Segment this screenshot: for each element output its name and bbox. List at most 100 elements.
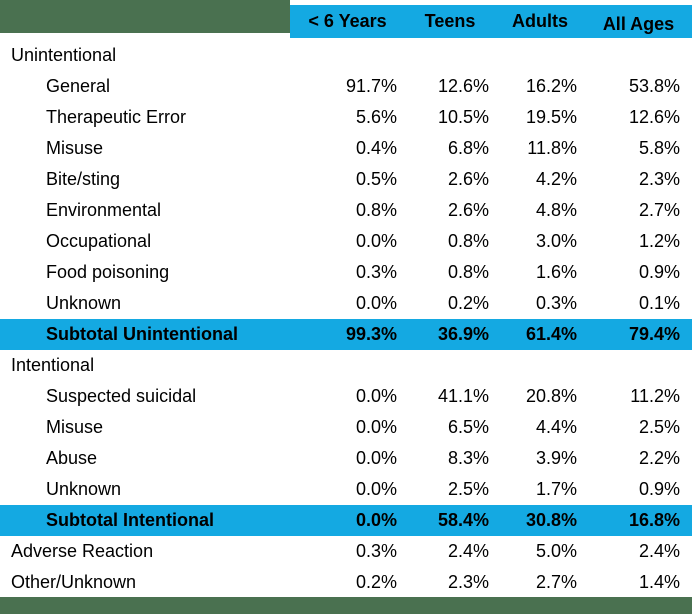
value-cell: 2.6%: [447, 200, 489, 220]
table-row: Occupational 0.0% 0.8% 3.0% 1.2%: [0, 226, 692, 257]
column-header-adults: Adults: [512, 11, 568, 31]
value-cell: 91.7%: [345, 76, 397, 96]
value-cell: 0.8%: [447, 262, 489, 282]
value-cell: 0.0%: [355, 293, 397, 313]
row-label: Subtotal Unintentional: [46, 324, 238, 344]
value-cell: 0.1%: [638, 293, 680, 313]
value-cell: 2.4%: [638, 541, 680, 561]
value-cell: 0.0%: [355, 479, 397, 499]
row-label: Abuse: [46, 448, 98, 468]
row-label: Therapeutic Error: [46, 107, 187, 127]
value-cell: 1.4%: [638, 572, 680, 592]
value-cell: 1.2%: [638, 231, 680, 251]
value-cell: 19.5%: [525, 107, 577, 127]
value-cell: 6.5%: [447, 417, 489, 437]
row-label: Environmental: [46, 200, 162, 220]
column-header-band: < 6 Years Teens Adults All Ages: [290, 5, 692, 38]
value-cell: 3.0%: [535, 231, 577, 251]
value-cell: 4.2%: [535, 169, 577, 189]
value-cell: 11.2%: [630, 386, 680, 406]
row-label: Intentional: [11, 355, 95, 375]
value-cell: 0.3%: [355, 541, 397, 561]
value-cell: 2.2%: [638, 448, 680, 468]
value-cell: 2.4%: [447, 541, 489, 561]
table-body: Unintentional General 91.7% 12.6% 16.2% 53.8%…: [0, 40, 692, 598]
value-cell: 0.3%: [355, 262, 397, 282]
section-header-row: Intentional: [0, 350, 692, 381]
table-row: Misuse 0.0% 6.5% 4.4% 2.5%: [0, 412, 692, 443]
value-cell: 3.9%: [535, 448, 577, 468]
value-cell: 0.0%: [355, 417, 397, 437]
value-cell: 2.5%: [447, 479, 489, 499]
value-cell: 79.4%: [628, 324, 680, 344]
value-cell: 0.9%: [638, 262, 680, 282]
value-cell: 30.8%: [525, 510, 577, 530]
table-row: Abuse 0.0% 8.3% 3.9% 2.2%: [0, 443, 692, 474]
top-left-border-block: [0, 0, 290, 33]
value-cell: 61.4%: [525, 324, 577, 344]
row-label: Adverse Reaction: [11, 541, 154, 561]
table-row: Environmental 0.8% 2.6% 4.8% 2.7%: [0, 195, 692, 226]
row-label: Other/Unknown: [11, 572, 137, 592]
value-cell: 99.3%: [345, 324, 397, 344]
column-header-under-6-years: < 6 Years: [308, 11, 387, 31]
value-cell: 2.7%: [638, 200, 680, 220]
row-label: Unintentional: [11, 45, 117, 65]
row-label: Bite/sting: [46, 169, 121, 189]
value-cell: 5.8%: [638, 138, 680, 158]
value-cell: 1.6%: [535, 262, 577, 282]
value-cell: 0.8%: [355, 200, 397, 220]
table-row: Adverse Reaction 0.3% 2.4% 5.0% 2.4%: [0, 536, 692, 567]
value-cell: 16.2%: [525, 76, 577, 96]
value-cell: 0.5%: [355, 169, 397, 189]
value-cell: 1.7%: [535, 479, 577, 499]
value-cell: 20.8%: [525, 386, 577, 406]
value-cell: 4.4%: [535, 417, 577, 437]
value-cell: 10.5%: [437, 107, 489, 127]
value-cell: 0.0%: [355, 510, 397, 530]
table-row: Other/Unknown 0.2% 2.3% 2.7% 1.4%: [0, 567, 692, 598]
row-label: Misuse: [46, 138, 104, 158]
value-cell: 0.9%: [638, 479, 680, 499]
value-cell: 12.6%: [628, 107, 680, 127]
value-cell: 6.8%: [447, 138, 489, 158]
row-label: Occupational: [46, 231, 152, 251]
value-cell: 0.4%: [355, 138, 397, 158]
table-row: Unknown 0.0% 2.5% 1.7% 0.9%: [0, 474, 692, 505]
row-label: Unknown: [46, 479, 122, 499]
value-cell: 0.2%: [447, 293, 489, 313]
table-row: Suspected suicidal 0.0% 41.1% 20.8% 11.2%: [0, 381, 692, 412]
value-cell: 0.8%: [447, 231, 489, 251]
value-cell: 0.0%: [355, 448, 397, 468]
value-cell: 2.5%: [638, 417, 680, 437]
value-cell: 5.6%: [355, 107, 397, 127]
value-cell: 2.7%: [535, 572, 577, 592]
value-cell: 0.0%: [355, 231, 397, 251]
column-header-all-ages: All Ages: [602, 13, 675, 34]
value-cell: 36.9%: [437, 324, 489, 344]
subtotal-row: Subtotal Unintentional 99.3% 36.9% 61.4% 79.…: [0, 319, 692, 350]
row-label: General: [46, 76, 111, 96]
column-header-teens: Teens: [424, 11, 476, 31]
value-cell: 0.2%: [355, 572, 397, 592]
row-label: Misuse: [46, 417, 104, 437]
value-cell: 16.8%: [628, 510, 680, 530]
row-label: Subtotal Intentional: [46, 510, 214, 530]
value-cell: 2.3%: [638, 169, 680, 189]
value-cell: 8.3%: [447, 448, 489, 468]
value-cell: 2.3%: [447, 572, 489, 592]
value-cell: 0.3%: [535, 293, 577, 313]
table-row: Bite/sting 0.5% 2.6% 4.2% 2.3%: [0, 164, 692, 195]
value-cell: 41.1%: [437, 386, 489, 406]
row-label: Suspected suicidal: [46, 386, 197, 406]
row-label: Unknown: [46, 293, 122, 313]
table-row: Food poisoning 0.3% 0.8% 1.6% 0.9%: [0, 257, 692, 288]
value-cell: 58.4%: [437, 510, 489, 530]
table-row: Unknown 0.0% 0.2% 0.3% 0.1%: [0, 288, 692, 319]
value-cell: 5.0%: [535, 541, 577, 561]
value-cell: 11.8%: [527, 138, 577, 158]
value-cell: 2.6%: [447, 169, 489, 189]
value-cell: 4.8%: [535, 200, 577, 220]
table-row: General 91.7% 12.6% 16.2% 53.8%: [0, 71, 692, 102]
